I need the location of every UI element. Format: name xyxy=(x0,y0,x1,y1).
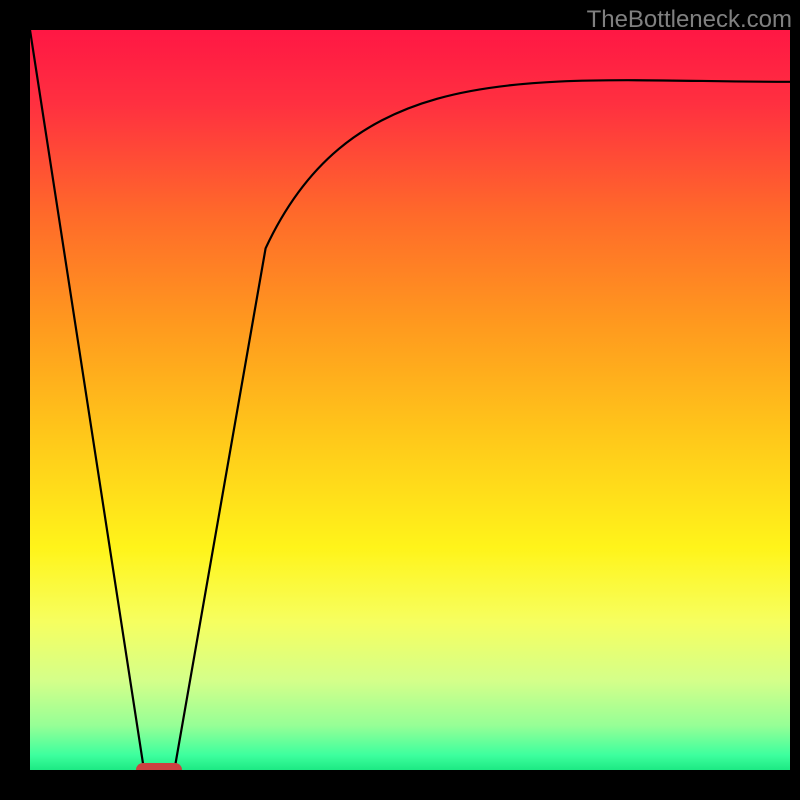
curves-layer xyxy=(30,30,790,770)
bottleneck-curve xyxy=(30,30,790,770)
watermark-text: TheBottleneck.com xyxy=(587,6,792,34)
plot-area xyxy=(30,30,790,770)
chart-container: { "meta": { "type": "infographic", "sour… xyxy=(0,0,800,800)
minimum-marker xyxy=(136,763,182,770)
